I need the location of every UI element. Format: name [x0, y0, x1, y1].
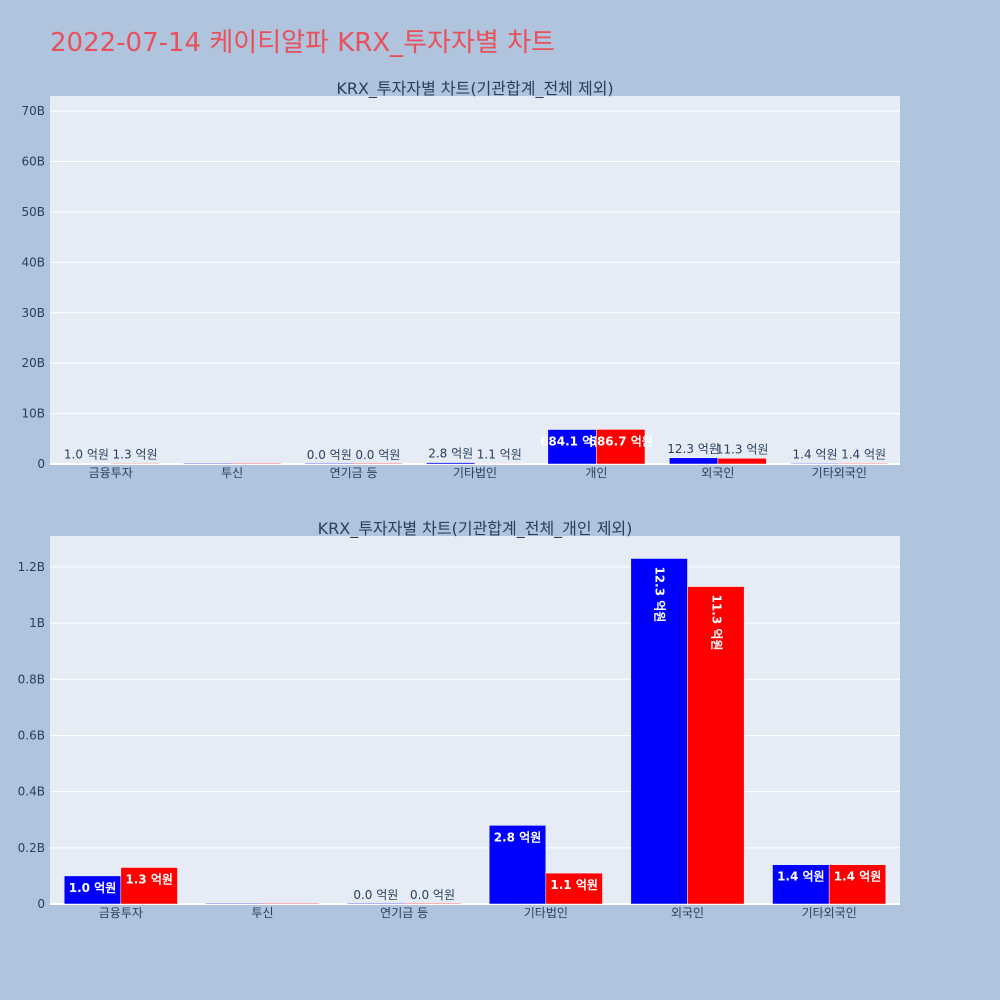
x-tick-label: 투신: [251, 906, 273, 920]
y-tick-label: 0.6B: [18, 728, 45, 742]
plot-area: [50, 536, 900, 904]
x-tick-label: 기타외국인: [812, 466, 867, 480]
bar: [262, 903, 320, 904]
chart-bottom: KRX_투자자별 차트(기관합계_전체_개인 제외) 0 0.2B 0.4B 0.6B 0…: [18, 519, 900, 920]
data-label: 2.8 억원: [428, 447, 473, 461]
data-label: 1.4 억원: [834, 870, 882, 884]
data-label: 686.7 억원: [589, 434, 653, 448]
bar: [353, 463, 403, 464]
y-tick-label: 10B: [21, 407, 45, 421]
y-tick-label: 70B: [21, 104, 45, 118]
bar: [305, 463, 354, 464]
data-label: 1.4 억원: [793, 447, 838, 461]
x-tick-label: 투신: [221, 466, 243, 480]
data-label: 0.0 억원: [410, 888, 455, 902]
data-label: 1.3 억원: [125, 872, 173, 886]
data-label: 0.0 억원: [353, 888, 398, 902]
bar: [474, 463, 524, 465]
data-label: 684.1 억원: [540, 435, 604, 449]
y-tick-label: 40B: [21, 255, 45, 269]
y-tick-label: 60B: [21, 155, 45, 169]
bar: [790, 463, 840, 465]
data-label: 1.4 억원: [777, 870, 825, 884]
page-title: 2022-07-14 케이티알파 KRX_투자자별 차트: [50, 28, 555, 58]
chart-title: KRX_투자자별 차트(기관합계_전체_개인 제외): [318, 519, 633, 539]
y-tick-label: 1.2B: [18, 560, 45, 574]
data-label: 1.1 억원: [550, 878, 598, 892]
bar: [488, 825, 547, 905]
x-tick-label: 금융투자: [99, 906, 143, 920]
x-tick-label: 개인: [585, 466, 607, 480]
bar: [547, 429, 597, 465]
bar: [232, 463, 281, 464]
x-tick-label: 금융투자: [89, 466, 133, 480]
y-tick-label: 0: [37, 897, 45, 911]
bar: [205, 903, 263, 904]
x-tick-label: 외국인: [701, 466, 734, 480]
bar: [61, 463, 111, 465]
x-tick-label: 기타외국인: [802, 906, 857, 920]
y-tick-label: 0.2B: [18, 841, 45, 855]
x-tick-label: 연기금 등: [380, 906, 428, 920]
data-label: 1.0 억원: [69, 881, 117, 895]
bar: [828, 864, 887, 905]
data-label: 1.4 억원: [841, 447, 886, 461]
bar: [596, 429, 646, 465]
y-tick-label: 0: [37, 457, 45, 471]
data-label: 1.3 억원: [113, 447, 158, 461]
bar: [687, 586, 745, 905]
data-label: 11.3 억원: [716, 442, 769, 456]
y-tick-label: 20B: [21, 356, 45, 370]
bar: [347, 903, 405, 904]
x-tick-label: 기타법인: [453, 466, 497, 480]
bar: [669, 457, 719, 465]
bar: [839, 463, 889, 465]
data-label: 2.8 억원: [494, 830, 542, 844]
bar: [63, 875, 122, 905]
data-label: 1.1 억원: [477, 447, 522, 461]
bar: [630, 558, 688, 905]
data-label: 11.3 억원: [709, 595, 723, 651]
bar: [717, 458, 767, 465]
chart-top: KRX_투자자별 차트(기관합계_전체 제외) 0 10B 20B 30B 40B 50B 6…: [21, 79, 900, 480]
bar: [426, 462, 476, 465]
plot-area: [50, 96, 900, 464]
y-tick-label: 50B: [21, 205, 45, 219]
y-tick-label: 1B: [29, 616, 45, 630]
bar: [110, 463, 160, 465]
x-tick-label: 연기금 등: [330, 466, 378, 480]
data-label: 0.0 억원: [355, 448, 400, 462]
y-tick-label: 0.8B: [18, 672, 45, 686]
x-tick-label: 외국인: [671, 906, 704, 920]
bar: [404, 903, 461, 904]
data-label: 12.3 억원: [667, 442, 720, 456]
y-tick-label: 0.4B: [18, 785, 45, 799]
data-label: 1.0 억원: [64, 447, 109, 461]
y-tick-label: 30B: [21, 306, 45, 320]
chart-title: KRX_투자자별 차트(기관합계_전체 제외): [336, 79, 613, 99]
data-label: 0.0 억원: [307, 448, 352, 462]
bar: [545, 872, 603, 905]
bar: [772, 864, 830, 905]
bar: [183, 463, 233, 464]
bar: [120, 867, 178, 905]
x-tick-label: 기타법인: [524, 906, 568, 920]
data-label: 12.3 억원: [653, 566, 667, 622]
